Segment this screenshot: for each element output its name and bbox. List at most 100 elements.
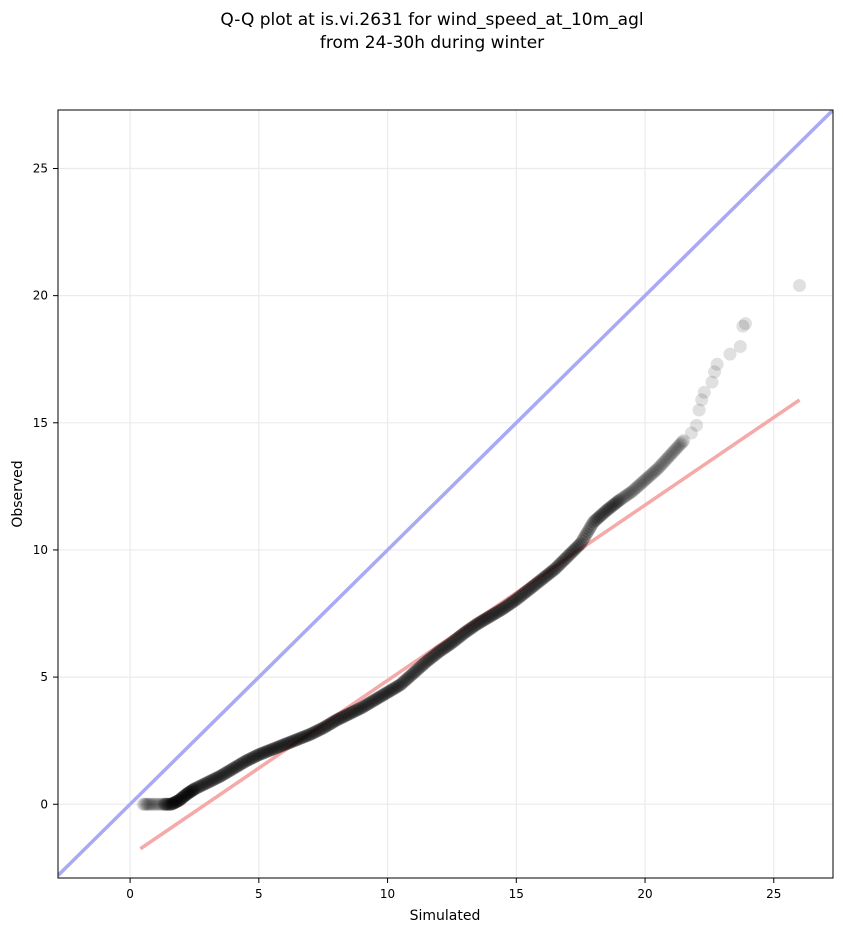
- data-point: [283, 735, 297, 749]
- data-point: [672, 438, 686, 452]
- data-point: [302, 728, 316, 742]
- x-tick-label: 25: [766, 887, 781, 901]
- data-point: [488, 607, 502, 621]
- y-tick-label: 15: [33, 416, 48, 430]
- data-point: [318, 720, 332, 734]
- data-point: [562, 548, 576, 562]
- data-point: [575, 534, 589, 548]
- data-point: [415, 659, 429, 673]
- data-point: [148, 797, 162, 811]
- data-point: [498, 600, 512, 614]
- data-point: [544, 565, 558, 579]
- tail-point: [736, 319, 750, 333]
- data-point: [496, 601, 510, 615]
- data-point: [471, 617, 485, 631]
- data-point: [668, 443, 682, 457]
- data-point: [209, 771, 223, 785]
- data-point: [270, 740, 284, 754]
- data-point: [413, 660, 427, 674]
- data-point: [432, 645, 446, 659]
- data-point: [607, 498, 621, 512]
- data-point: [674, 437, 688, 451]
- data-point: [388, 681, 402, 695]
- data-point: [348, 704, 362, 718]
- data-point: [222, 764, 236, 778]
- data-point: [446, 635, 460, 649]
- data-point: [403, 669, 417, 683]
- data-point: [655, 457, 669, 471]
- data-point: [528, 578, 542, 592]
- data-point: [568, 542, 582, 556]
- data-point: [189, 781, 203, 795]
- data-point: [342, 707, 356, 721]
- data-point: [386, 682, 400, 696]
- data-point: [389, 680, 403, 694]
- data-point: [511, 591, 525, 605]
- data-point: [142, 797, 156, 811]
- data-point: [391, 679, 405, 693]
- data-point: [416, 657, 430, 671]
- data-point: [239, 754, 253, 768]
- x-tick-label: 5: [255, 887, 263, 901]
- data-point: [165, 797, 179, 811]
- data-point: [200, 776, 214, 790]
- data-point: [218, 767, 232, 781]
- data-point: [245, 751, 259, 765]
- data-point: [409, 664, 423, 678]
- data-point: [163, 797, 177, 811]
- tail-point: [690, 418, 704, 432]
- data-point: [571, 539, 585, 553]
- x-tick-label: 20: [637, 887, 652, 901]
- data-point: [609, 496, 623, 510]
- data-point: [181, 786, 195, 800]
- x-tick-label: 15: [509, 887, 524, 901]
- data-point: [171, 794, 185, 808]
- data-point: [658, 454, 672, 468]
- data-point: [215, 768, 229, 782]
- tail-point: [710, 357, 724, 371]
- data-point: [250, 748, 264, 762]
- data-point: [312, 723, 326, 737]
- data-point: [153, 797, 167, 811]
- data-point: [175, 791, 189, 805]
- data-point: [308, 725, 322, 739]
- data-point: [435, 643, 449, 657]
- data-point: [597, 506, 611, 520]
- chart-title-line-1: Q-Q plot at is.vi.2631 for wind_speed_at…: [220, 10, 643, 30]
- data-point: [567, 544, 581, 558]
- data-point: [159, 797, 173, 811]
- data-point: [561, 549, 575, 563]
- x-tick-label: 10: [380, 887, 395, 901]
- data-point: [412, 661, 426, 675]
- data-point: [564, 546, 578, 560]
- y-tick-label: 5: [40, 670, 48, 684]
- data-point: [525, 580, 539, 594]
- data-point: [492, 604, 506, 618]
- data-point: [661, 451, 675, 465]
- data-point: [429, 647, 443, 661]
- data-point: [615, 491, 629, 505]
- data-point: [278, 737, 292, 751]
- data-point: [425, 650, 439, 664]
- data-point: [195, 778, 209, 792]
- data-point: [155, 797, 169, 811]
- data-point: [645, 467, 659, 481]
- data-point: [362, 696, 376, 710]
- data-point: [677, 434, 691, 448]
- data-point: [618, 489, 632, 503]
- data-point: [149, 797, 163, 811]
- data-point: [532, 574, 546, 588]
- data-point: [365, 695, 379, 709]
- data-point: [519, 585, 533, 599]
- data-point: [242, 753, 256, 767]
- data-point: [484, 609, 498, 623]
- x-axis-label: Simulated: [410, 908, 481, 924]
- tail-point: [692, 403, 706, 417]
- data-point: [266, 742, 280, 756]
- data-point: [326, 715, 340, 729]
- data-point: [632, 478, 646, 492]
- data-point: [223, 763, 237, 777]
- data-point: [219, 766, 233, 780]
- data-point: [229, 760, 243, 774]
- data-point: [220, 765, 234, 779]
